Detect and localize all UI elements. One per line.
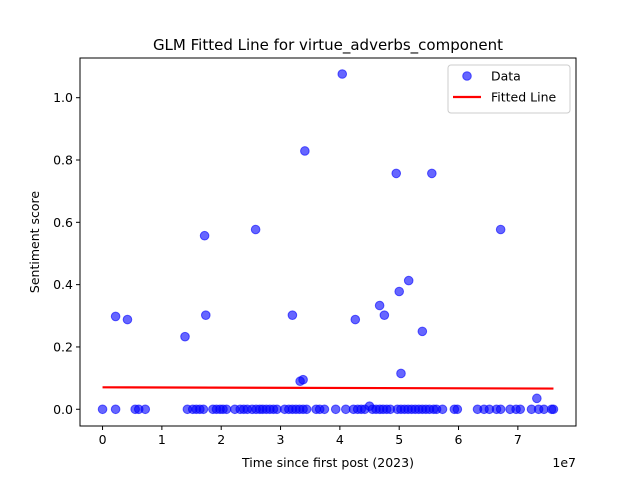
data-point xyxy=(403,275,414,286)
y-tick-label: 0.8 xyxy=(53,153,73,168)
legend-box xyxy=(447,64,571,114)
data-point xyxy=(300,146,310,156)
data-point xyxy=(417,326,428,337)
legend-data-label: Data xyxy=(491,69,521,84)
data-point xyxy=(427,168,437,179)
x-tick-label: 2 xyxy=(217,432,225,447)
data-point xyxy=(110,404,121,415)
data-point xyxy=(301,404,312,415)
data-point xyxy=(122,314,133,325)
legend: Data Fitted Line xyxy=(447,64,571,114)
data-point xyxy=(437,404,448,415)
data-point xyxy=(532,393,542,404)
data-point xyxy=(364,401,375,411)
y-tick-label: 1.0 xyxy=(53,90,73,105)
data-point xyxy=(97,404,108,415)
data-point xyxy=(250,224,261,235)
data-point xyxy=(180,331,190,342)
x-axis-label: Time since first post (2023) xyxy=(241,455,414,470)
fitted-line xyxy=(102,386,554,390)
data-point xyxy=(199,230,210,241)
data-point xyxy=(350,314,361,325)
y-axis-label: Sentiment score xyxy=(27,191,42,293)
data-point xyxy=(319,404,330,415)
x-axis: 0 1 2 3 4 5 6 7 xyxy=(99,426,522,447)
legend-data-marker xyxy=(462,71,472,81)
chart-title: GLM Fitted Line for virtue_adverbs_compo… xyxy=(153,36,503,55)
data-point xyxy=(548,404,559,415)
legend-fitted-line-label: Fitted Line xyxy=(491,90,557,105)
data-point xyxy=(198,404,209,415)
plot-area xyxy=(97,69,559,415)
y-tick-label: 0.6 xyxy=(53,215,73,230)
x-tick-label: 6 xyxy=(455,432,463,447)
x-tick-label: 0 xyxy=(99,432,107,447)
data-point xyxy=(110,311,121,322)
plot-frame xyxy=(79,57,577,427)
data-point xyxy=(391,168,402,179)
y-axis: 0.0 0.2 0.4 0.6 0.8 1.0 xyxy=(53,90,80,417)
data-point xyxy=(287,310,298,320)
data-point xyxy=(330,404,341,415)
x-tick-label: 1 xyxy=(158,432,166,447)
data-point xyxy=(337,69,348,79)
data-point xyxy=(394,286,405,297)
x-tick-label: 5 xyxy=(395,432,403,447)
data-point xyxy=(221,404,232,415)
data-point xyxy=(379,310,390,320)
data-point xyxy=(396,368,406,379)
data-point xyxy=(452,404,463,415)
x-axis-offset-label: 1e7 xyxy=(552,455,576,470)
data-point xyxy=(495,224,506,235)
data-point xyxy=(374,300,385,311)
data-point xyxy=(200,310,211,320)
x-tick-label: 7 xyxy=(514,432,522,447)
data-point xyxy=(495,404,506,415)
x-tick-label: 4 xyxy=(336,432,344,447)
y-tick-label: 0.4 xyxy=(53,277,73,292)
y-tick-label: 0.0 xyxy=(53,402,73,417)
y-tick-label: 0.2 xyxy=(53,339,73,354)
data-point xyxy=(295,376,305,387)
data-point xyxy=(140,404,151,415)
data-point xyxy=(515,404,526,415)
x-tick-label: 3 xyxy=(277,432,285,447)
